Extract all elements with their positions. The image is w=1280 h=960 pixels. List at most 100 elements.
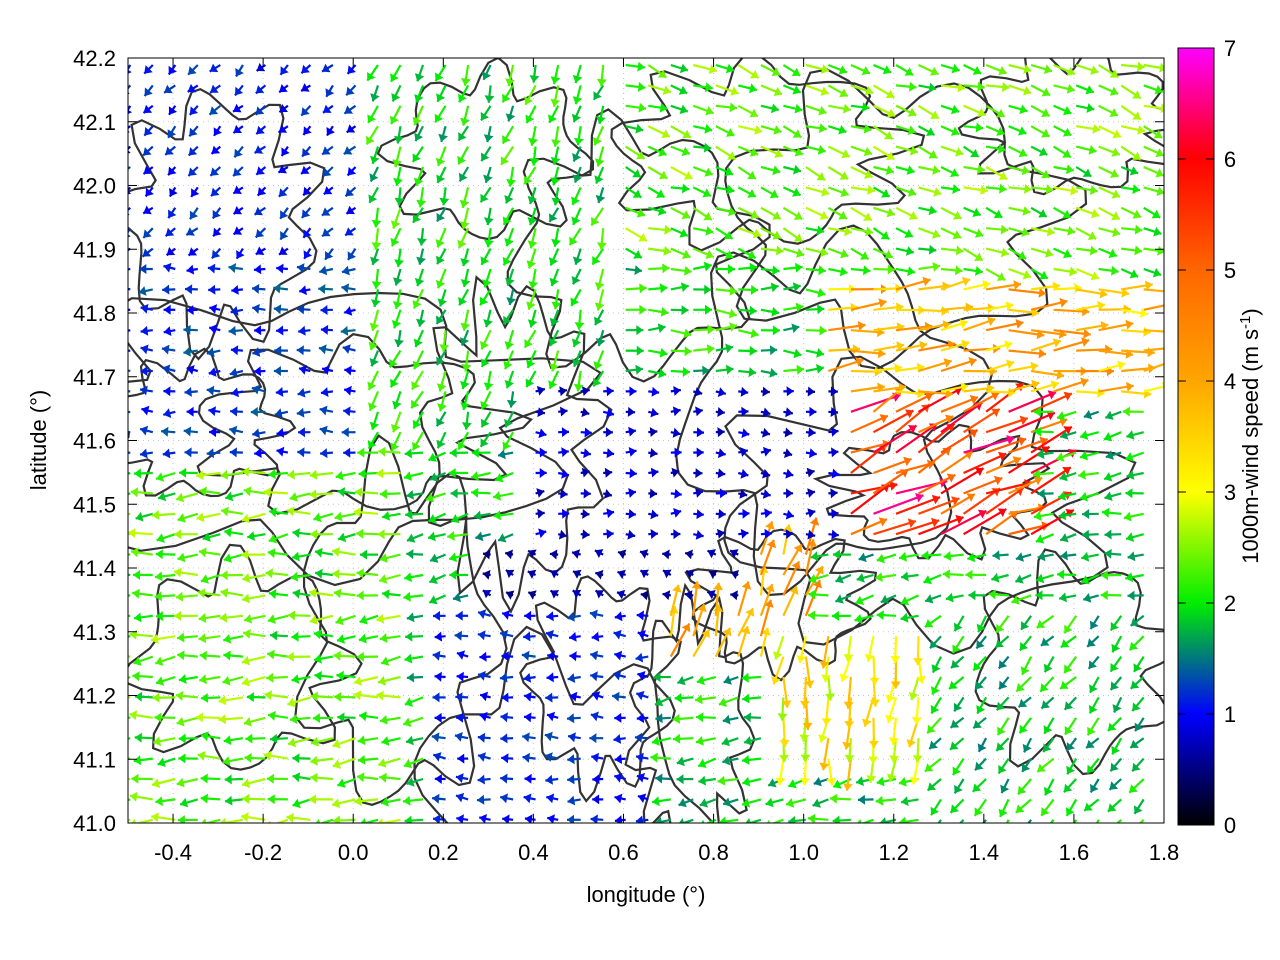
wind-vector — [1030, 226, 1055, 237]
wind-vector — [614, 793, 626, 804]
wind-vector — [738, 83, 758, 94]
wind-vector — [1011, 594, 1032, 605]
wind-vector — [1130, 614, 1145, 627]
wind-vector — [381, 589, 401, 600]
wind-vector — [1020, 656, 1033, 676]
wind-vector — [949, 798, 965, 814]
wind-vector — [208, 104, 221, 116]
wind-vector — [546, 672, 559, 683]
wind-vector — [232, 166, 244, 177]
wind-vector — [637, 793, 649, 803]
wind-vector — [775, 758, 786, 786]
wind-vector — [783, 407, 794, 418]
wind-vector — [670, 386, 681, 396]
wind-vector — [850, 247, 870, 261]
wind-vector — [435, 268, 447, 289]
wind-vector — [546, 793, 559, 804]
wind-vector — [669, 584, 682, 617]
wind-vector — [264, 690, 289, 701]
wind-vector — [766, 818, 784, 823]
wind-vector — [625, 325, 644, 336]
wind-vector — [986, 224, 1009, 235]
wind-vector — [128, 186, 132, 195]
wind-vector — [782, 560, 801, 596]
wind-vector — [341, 283, 356, 294]
wind-vector — [322, 166, 334, 178]
wind-vector — [828, 302, 859, 313]
wind-vector — [963, 185, 988, 195]
wind-vector — [603, 529, 614, 539]
wind-vector — [737, 607, 755, 637]
wind-vector — [314, 670, 334, 681]
wind-vector — [298, 325, 311, 336]
wind-vector — [760, 145, 784, 158]
wind-vector — [551, 228, 561, 247]
wind-vector — [1121, 326, 1151, 337]
wind-vector — [1125, 532, 1144, 542]
wind-vector — [404, 572, 424, 583]
wind-vector — [805, 529, 816, 540]
wind-vector — [480, 146, 492, 162]
wind-vector — [480, 329, 492, 350]
wind-vector — [613, 734, 626, 744]
wind-vector — [198, 547, 221, 558]
wind-vector — [625, 488, 637, 498]
x-tick-label: 0.6 — [608, 840, 639, 865]
wind-vector — [807, 610, 829, 621]
wind-vector — [696, 712, 716, 723]
wind-vector — [1030, 63, 1053, 74]
wind-vector — [325, 84, 335, 98]
wind-vector — [931, 656, 942, 674]
wind-vector — [255, 62, 267, 72]
wind-vector — [130, 547, 153, 558]
wind-vector — [828, 529, 839, 540]
wind-vector — [738, 386, 749, 397]
wind-vector — [477, 752, 491, 762]
wind-vector — [760, 325, 780, 336]
y-tick-label: 41.5 — [73, 492, 116, 517]
wind-vector — [413, 329, 425, 348]
wind-vector — [567, 732, 581, 743]
wind-vector — [1120, 125, 1146, 135]
wind-vector — [1076, 288, 1108, 299]
wind-vector — [715, 165, 734, 177]
wind-vector — [855, 594, 874, 605]
wind-vector — [1125, 488, 1144, 499]
wind-vector — [1120, 206, 1142, 219]
wind-vector — [737, 581, 752, 617]
wind-vector — [670, 366, 690, 377]
wind-vector — [580, 407, 590, 418]
wind-vector — [318, 284, 333, 294]
wind-vector — [695, 736, 717, 746]
wind-vector — [808, 573, 829, 584]
wind-vector — [278, 186, 289, 198]
wind-vector — [985, 359, 1015, 373]
wind-vector — [730, 570, 740, 580]
wind-vector — [428, 594, 447, 605]
wind-vector — [389, 105, 402, 125]
wind-vector — [651, 796, 671, 807]
wind-vector — [309, 469, 334, 480]
wind-vector — [523, 691, 536, 702]
wind-vector — [670, 529, 681, 540]
wind-vector — [821, 697, 832, 726]
wind-vector — [504, 549, 514, 560]
wind-vector — [1053, 225, 1076, 236]
wind-vector — [390, 207, 402, 229]
wind-vector — [985, 183, 1007, 194]
wind-vector — [480, 248, 492, 266]
wind-vector — [738, 262, 758, 273]
wind-vector — [596, 105, 606, 125]
wind-vector — [405, 735, 424, 746]
wind-vector — [592, 794, 604, 805]
wind-vector — [175, 690, 198, 701]
wind-vector — [1053, 328, 1091, 339]
wind-vector — [241, 512, 266, 524]
wind-vector — [873, 63, 892, 75]
wind-vector — [950, 655, 965, 669]
contour-line — [128, 88, 326, 361]
wind-vector — [1030, 166, 1051, 179]
wind-vector — [639, 569, 649, 579]
wind-vector — [253, 264, 266, 275]
